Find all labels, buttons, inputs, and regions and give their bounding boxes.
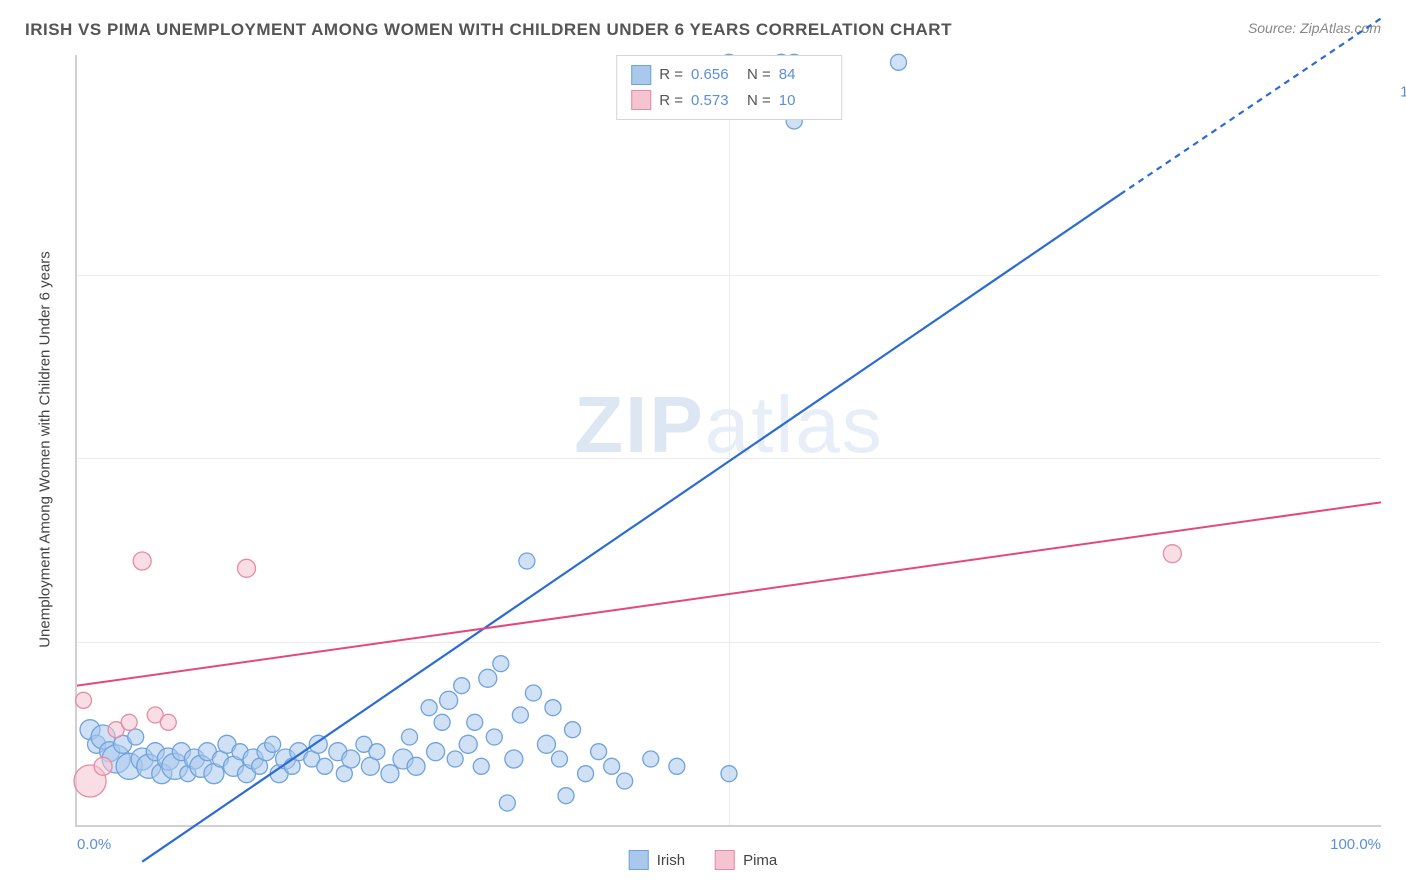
data-point xyxy=(160,714,176,730)
data-point xyxy=(617,773,633,789)
data-point xyxy=(94,757,112,775)
data-point xyxy=(891,54,907,70)
data-point xyxy=(265,736,281,752)
data-point xyxy=(604,758,620,774)
r-value: 0.573 xyxy=(691,88,739,114)
data-point xyxy=(76,692,92,708)
legend-label: Irish xyxy=(657,852,685,869)
data-point xyxy=(486,729,502,745)
data-point xyxy=(459,735,477,753)
data-point xyxy=(721,766,737,782)
stat-legend: R = 0.656 N = 84 R = 0.573 N = 10 xyxy=(616,55,842,120)
data-point xyxy=(558,788,574,804)
data-point xyxy=(473,758,489,774)
chart-area: Unemployment Among Women with Children U… xyxy=(25,55,1381,827)
series-legend: Irish Pima xyxy=(629,850,778,870)
y-axis-label: Unemployment Among Women with Children U… xyxy=(36,251,53,648)
x-tick-label: 100.0% xyxy=(1330,836,1381,853)
data-point xyxy=(407,757,425,775)
chart-svg xyxy=(77,55,1381,825)
data-point xyxy=(121,714,137,730)
r-value: 0.656 xyxy=(691,62,739,88)
legend-swatch xyxy=(631,65,651,85)
stat-legend-row: R = 0.656 N = 84 xyxy=(631,62,827,88)
data-point xyxy=(591,744,607,760)
data-point xyxy=(381,765,399,783)
data-point xyxy=(128,729,144,745)
data-point xyxy=(493,656,509,672)
data-point xyxy=(512,707,528,723)
data-point xyxy=(427,743,445,761)
chart-title: IRISH VS PIMA UNEMPLOYMENT AMONG WOMEN W… xyxy=(25,20,952,40)
data-point xyxy=(402,729,418,745)
y-tick-label: 100.0% xyxy=(1400,83,1406,100)
stat-legend-row: R = 0.573 N = 10 xyxy=(631,88,827,114)
n-label: N = xyxy=(747,88,771,114)
data-point xyxy=(551,751,567,767)
n-value: 84 xyxy=(779,62,827,88)
n-label: N = xyxy=(747,62,771,88)
data-point xyxy=(133,552,151,570)
trend-line xyxy=(142,194,1120,861)
data-point xyxy=(447,751,463,767)
data-point xyxy=(643,751,659,767)
legend-label: Pima xyxy=(743,852,777,869)
n-value: 10 xyxy=(779,88,827,114)
legend-swatch xyxy=(629,850,649,870)
legend-item: Irish xyxy=(629,850,685,870)
data-point xyxy=(669,758,685,774)
data-point xyxy=(519,553,535,569)
trend-line xyxy=(77,502,1381,685)
legend-swatch xyxy=(631,90,651,110)
data-point xyxy=(467,714,483,730)
plot-area: ZIPatlas R =0.656N =84R =0.573N =10 25.0… xyxy=(75,55,1381,827)
data-point xyxy=(578,766,594,782)
source-label: Source: ZipAtlas.com xyxy=(1248,20,1381,36)
data-point xyxy=(525,685,541,701)
data-point xyxy=(479,669,497,687)
data-point xyxy=(434,714,450,730)
r-label: R = xyxy=(659,88,683,114)
legend-item: Pima xyxy=(715,850,777,870)
data-point xyxy=(238,559,256,577)
data-point xyxy=(499,795,515,811)
data-point xyxy=(440,691,458,709)
x-tick-label: 0.0% xyxy=(77,836,111,853)
data-point xyxy=(1163,545,1181,563)
data-point xyxy=(342,750,360,768)
data-point xyxy=(537,735,555,753)
data-point xyxy=(369,744,385,760)
data-point xyxy=(317,758,333,774)
data-point xyxy=(565,722,581,738)
r-label: R = xyxy=(659,62,683,88)
data-point xyxy=(421,700,437,716)
data-point xyxy=(454,678,470,694)
legend-swatch xyxy=(715,850,735,870)
data-point xyxy=(505,750,523,768)
data-point xyxy=(545,700,561,716)
